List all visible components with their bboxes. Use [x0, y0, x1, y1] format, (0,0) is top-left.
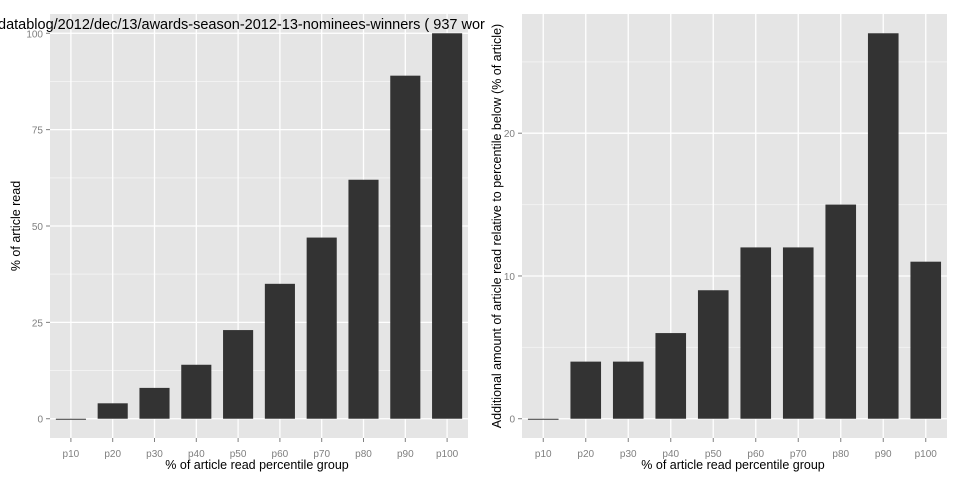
right-x-tick-label: p60 — [747, 449, 764, 460]
left-bar-p60 — [264, 283, 295, 419]
left-bars — [55, 33, 463, 420]
right-y-ticks: 0 10 20 — [504, 129, 522, 426]
left-bar-p90 — [390, 75, 421, 419]
right-bar-p90 — [867, 33, 899, 419]
right-chart: 0 10 20 p10 p20 p30 p40 p50 p60 p70 p80 p90 p100 % … — [490, 14, 947, 472]
left-x-tick-label: p10 — [63, 449, 80, 460]
left-bar-p30 — [139, 387, 170, 419]
right-y-tick-label: 20 — [504, 129, 516, 140]
left-x-tick-label: p60 — [272, 449, 289, 460]
right-x-tick-label: p80 — [832, 449, 849, 460]
left-bar-p70 — [306, 237, 337, 419]
left-y-tick-label: 100 — [26, 29, 43, 40]
left-y-tick-label: 50 — [32, 222, 44, 233]
left-x-tick-label: p70 — [313, 449, 330, 460]
left-bar-p80 — [348, 179, 379, 419]
left-bar-p40 — [181, 364, 212, 419]
left-bar-p50 — [223, 330, 254, 419]
left-bar-p100 — [432, 33, 463, 419]
right-bar-p100 — [910, 261, 942, 419]
right-x-tick-label: p70 — [790, 449, 807, 460]
right-x-tick-label: p90 — [875, 449, 892, 460]
left-chart-title: datablog/2012/dec/13/awards-season-2012-… — [0, 17, 485, 33]
left-y-axis-label: % of article read — [9, 181, 23, 271]
left-x-tick-label: p90 — [397, 449, 414, 460]
right-y-axis-label: Additional amount of article read relati… — [490, 24, 504, 428]
right-x-ticks: p10 p20 p30 p40 p50 p60 p70 p80 p90 p100 — [535, 438, 937, 460]
left-x-tick-label: p100 — [436, 449, 459, 460]
right-y-tick-label: 10 — [504, 272, 516, 283]
left-x-ticks: p10 p20 p30 p40 p50 p60 p70 p80 p90 p100 — [63, 438, 459, 460]
right-bar-p50 — [697, 290, 729, 419]
right-x-tick-label: p10 — [535, 449, 552, 460]
right-x-tick-label: p20 — [577, 449, 594, 460]
right-bar-p30 — [612, 361, 644, 419]
right-x-tick-label: p30 — [620, 449, 637, 460]
right-x-axis-label: % of article read percentile group — [641, 458, 824, 472]
right-bar-p10 — [527, 418, 559, 420]
right-x-tick-label: p100 — [915, 449, 938, 460]
right-x-tick-label: p40 — [662, 449, 679, 460]
left-x-tick-label: p20 — [104, 449, 121, 460]
right-bars — [527, 33, 942, 420]
left-x-tick-label: p80 — [355, 449, 372, 460]
right-bar-p60 — [740, 247, 772, 419]
left-y-tick-label: 25 — [32, 318, 44, 329]
right-y-tick-label: 0 — [509, 415, 515, 426]
left-x-tick-label: p40 — [188, 449, 205, 460]
left-y-tick-label: 75 — [32, 126, 44, 137]
left-x-tick-label: p30 — [146, 449, 163, 460]
right-x-tick-label: p50 — [705, 449, 722, 460]
right-bar-p20 — [570, 361, 602, 419]
left-x-axis-label: % of article read percentile group — [165, 458, 348, 472]
left-bar-p20 — [97, 403, 128, 419]
left-x-tick-label: p50 — [230, 449, 247, 460]
left-y-tick-label: 0 — [37, 415, 43, 426]
right-bar-p80 — [825, 204, 857, 419]
right-bar-p70 — [782, 247, 814, 419]
left-y-ticks: 0 25 50 75 100 — [26, 29, 50, 426]
right-bar-p40 — [655, 333, 687, 419]
left-bar-p10 — [55, 418, 86, 420]
